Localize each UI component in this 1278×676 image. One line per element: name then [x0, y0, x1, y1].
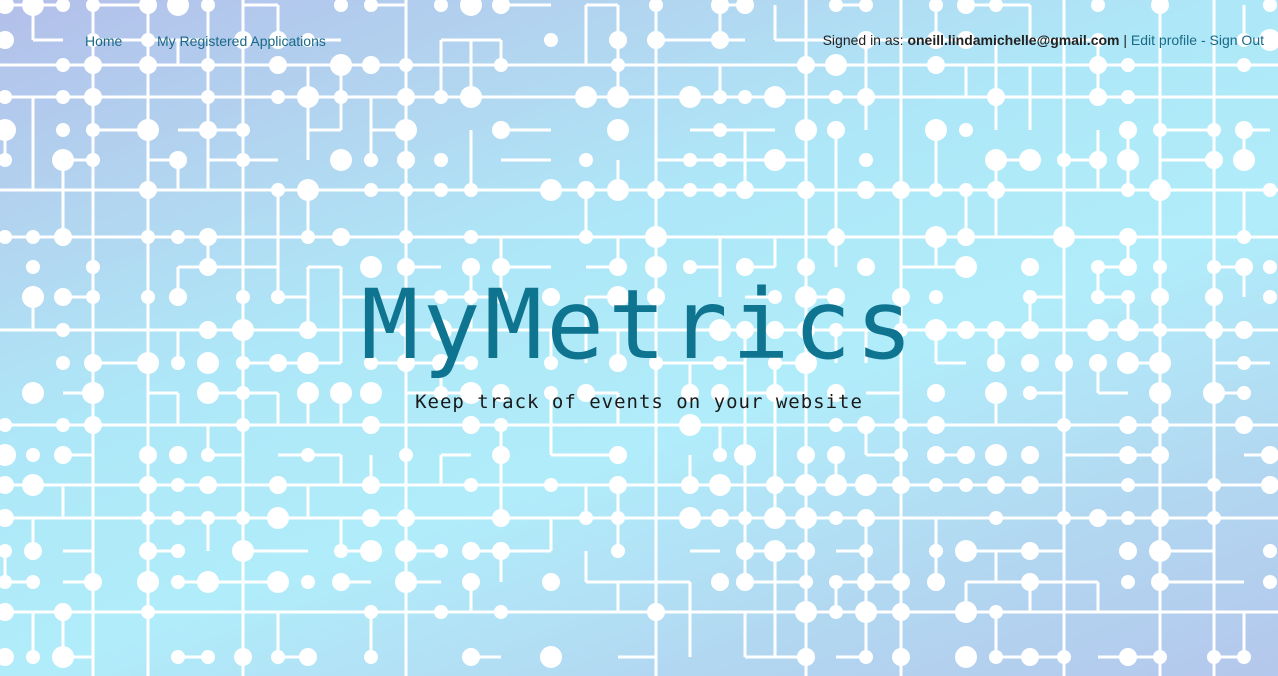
nav-registered-applications-link[interactable]: My Registered Applications [157, 33, 326, 49]
top-navigation: Home My Registered Applications Signed i… [0, 0, 1278, 80]
dash-separator: - [1200, 32, 1206, 48]
nav-home-link[interactable]: Home [85, 33, 123, 49]
hero-section: MyMetrics Keep track of events on your w… [0, 270, 1278, 414]
sign-out-link[interactable]: Sign Out [1209, 32, 1264, 48]
separator-pipe: | [1123, 32, 1128, 48]
page-subtitle: Keep track of events on your website [415, 391, 863, 413]
signed-in-label: Signed in as: [822, 32, 904, 48]
account-status: Signed in as: oneill.lindamichelle@gmail… [823, 32, 1264, 48]
user-email: oneill.lindamichelle@gmail.com [907, 32, 1120, 48]
edit-profile-link[interactable]: Edit profile [1130, 32, 1198, 48]
page-title: MyMetrics [360, 269, 918, 381]
